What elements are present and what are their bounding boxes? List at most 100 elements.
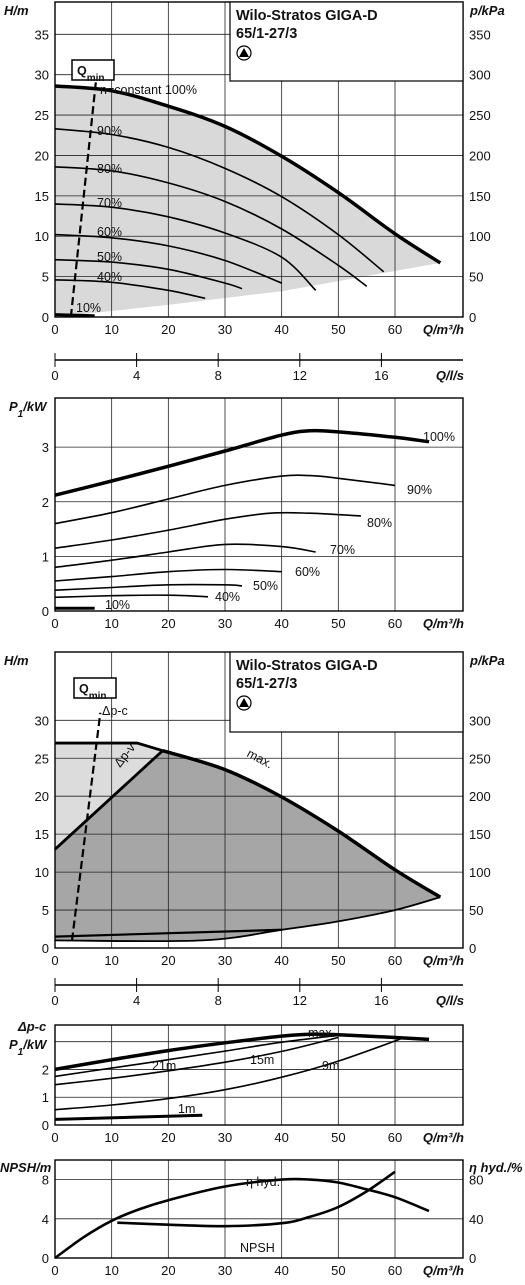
y-right-tick-label: 100 — [469, 865, 491, 880]
x-tick-label: 50 — [331, 1263, 345, 1278]
y-right-tick-label: 150 — [469, 189, 491, 204]
series-label: 40% — [97, 270, 122, 284]
x-tick-label: 40 — [274, 322, 288, 337]
x-tick-label: 30 — [218, 953, 232, 968]
y-right-tick-label: 50 — [469, 903, 483, 918]
power-speed-frame — [54, 397, 464, 612]
series-label: η hyd. — [246, 1175, 280, 1189]
curve-40 — [54, 594, 209, 599]
y-tick-label: 0 — [42, 310, 49, 325]
y-axis-title-left: NPSH/m — [0, 1160, 52, 1175]
curve-70 — [54, 543, 316, 569]
curve-80 — [54, 166, 368, 287]
x-tick-label: 40 — [274, 953, 288, 968]
y-right-tick-label: 50 — [469, 270, 483, 285]
y-right-tick-label: 250 — [469, 108, 491, 123]
npsh-efficiency-frame — [54, 1159, 464, 1259]
y-right-tick-label: 200 — [469, 148, 491, 163]
y-right-tick-label: 300 — [469, 68, 491, 83]
x-tick-label: 60 — [388, 953, 402, 968]
dpc-label: Δp-c — [102, 704, 128, 718]
series-label: 60% — [97, 225, 122, 239]
x-tick-label: 0 — [51, 1130, 58, 1145]
x-tick-label: 0 — [51, 953, 58, 968]
min-curve — [54, 896, 441, 943]
y-tick-label: 0 — [42, 1251, 49, 1266]
y-axis-title-right: p/kPa — [469, 3, 505, 18]
y-tick-label: 5 — [42, 903, 49, 918]
max-curve — [162, 749, 442, 899]
series-label: 70% — [330, 543, 355, 557]
series-label: 50% — [97, 250, 122, 264]
x-tick-label: 30 — [218, 616, 232, 631]
head-speed-title-box — [229, 1, 464, 82]
y-tick-label: 2 — [42, 1062, 49, 1077]
x-tick-label: 60 — [388, 616, 402, 631]
x-tick-label: 30 — [218, 1130, 232, 1145]
operating-region — [55, 86, 441, 317]
series-label: 40% — [215, 590, 240, 604]
y-axis-title-left: P1/kW — [9, 1037, 48, 1058]
warning-triangle-icon — [239, 48, 249, 57]
dpv-region — [55, 750, 441, 942]
curve-50 — [54, 258, 243, 290]
head-control-modes-title-box — [229, 651, 464, 733]
curve-10 — [54, 313, 95, 318]
x-tick-label: 20 — [161, 616, 175, 631]
y-tick-label: 25 — [35, 751, 49, 766]
curve-90 — [54, 474, 396, 525]
y-tick-label: 4 — [42, 1212, 49, 1227]
curve-npsh — [117, 1170, 396, 1228]
x-tick-label: 0 — [51, 1263, 58, 1278]
x-tick-label: 50 — [331, 953, 345, 968]
head-speed-qmin-box — [71, 59, 115, 81]
series-label: 80% — [367, 516, 392, 530]
ls-tick-label: 0 — [51, 368, 58, 383]
power-control-modes-frame — [54, 1024, 464, 1126]
curve-90 — [54, 128, 385, 273]
y-right-tick-label: 100 — [469, 229, 491, 244]
y-tick-label: 10 — [35, 229, 49, 244]
y-right-tick-label: 0 — [469, 1251, 476, 1266]
series-label: 9m — [322, 1059, 339, 1073]
y-right-tick-label: 300 — [469, 713, 491, 728]
series-label: NPSH — [240, 1241, 275, 1255]
y-tick-label: 15 — [35, 189, 49, 204]
x-tick-label: 30 — [218, 322, 232, 337]
series-label: 21m — [152, 1059, 176, 1073]
x-tick-label: 10 — [104, 616, 118, 631]
curve-100 — [54, 428, 430, 497]
y-right-tick-label: 0 — [469, 941, 476, 956]
series-label: 70% — [97, 196, 122, 210]
series-label: 1m — [178, 1102, 195, 1116]
x-axis-title: Q/m³/h — [423, 616, 464, 631]
y-tick-label: 35 — [35, 27, 49, 42]
curve-1m — [54, 1113, 203, 1121]
chart-subtitle: 65/1-27/3 — [236, 676, 297, 692]
y-right-tick-label: 0 — [469, 310, 476, 325]
x-tick-label: 30 — [218, 1263, 232, 1278]
ls-tick-label: 12 — [293, 368, 307, 383]
y-tick-label: 5 — [42, 270, 49, 285]
y-tick-label: 3 — [42, 440, 49, 455]
y-tick-label: 0 — [42, 604, 49, 619]
y-tick-label: 20 — [35, 789, 49, 804]
curve-70 — [54, 203, 317, 291]
flow-ls-axis-1-title: Q/l/s — [436, 368, 464, 383]
ls-tick-label: 4 — [133, 368, 140, 383]
chart-title: Wilo-Stratos GIGA-D — [236, 8, 378, 24]
y-axis-title-right: η hyd./% — [469, 1160, 523, 1175]
y-tick-label: 25 — [35, 108, 49, 123]
series-label: 50% — [253, 579, 278, 593]
x-axis-title: Q/m³/h — [423, 1263, 464, 1278]
y-tick-label: 2 — [42, 495, 49, 510]
qmin-label: Qmin — [77, 64, 105, 84]
curve-21m — [54, 1033, 345, 1078]
curve-max — [54, 1032, 430, 1072]
y-tick-label: 8 — [42, 1173, 49, 1188]
x-tick-label: 0 — [51, 616, 58, 631]
curve-60 — [54, 233, 282, 284]
series-label: 90% — [97, 124, 122, 138]
y-right-tick-label: 40 — [469, 1212, 483, 1227]
